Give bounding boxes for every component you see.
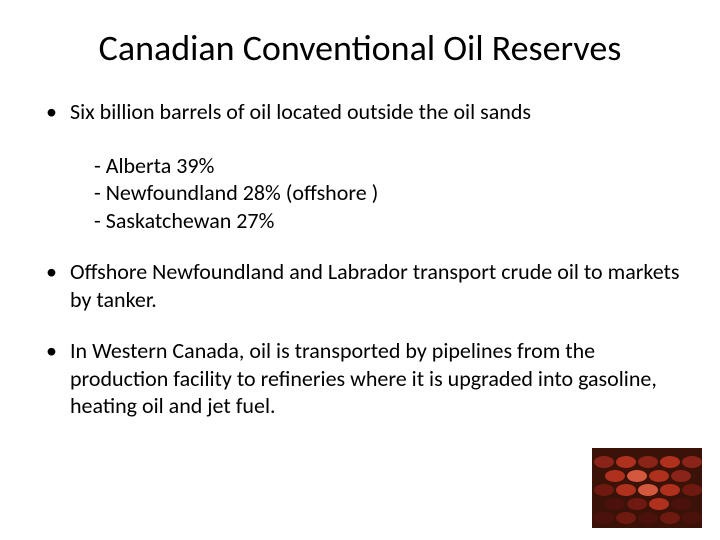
bullet-item: Offshore Newfoundland and Labrador trans…: [40, 258, 680, 313]
bullet-text: In Western Canada, oil is transported by…: [70, 337, 657, 419]
bullet-item: In Western Canada, oil is transported by…: [40, 337, 680, 420]
barrels-icon: [592, 448, 702, 528]
bullet-text: Offshore Newfoundland and Labrador trans…: [70, 258, 680, 313]
sub-item: - Newfoundland 28% (offshore ): [94, 179, 680, 207]
oil-barrels-image: [592, 448, 702, 528]
bullet-item: Six billion barrels of oil located outsi…: [40, 98, 680, 234]
bullet-text: Six billion barrels of oil located outsi…: [70, 98, 531, 125]
sub-item: - Saskatchewan 27%: [94, 207, 680, 235]
slide: Canadian Conventional Oil Reserves Six b…: [0, 0, 720, 540]
slide-title: Canadian Conventional Oil Reserves: [40, 26, 680, 70]
sub-item: - Alberta 39%: [94, 152, 680, 180]
sub-list: - Alberta 39% - Newfoundland 28% (offsho…: [94, 152, 680, 235]
bullet-list: Six billion barrels of oil located outsi…: [40, 98, 680, 420]
